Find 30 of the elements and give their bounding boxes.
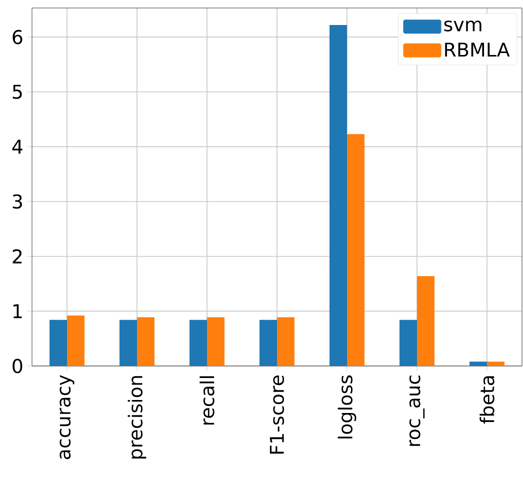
x-tick-label: fbeta	[480, 376, 494, 424]
bar	[137, 317, 155, 366]
bar	[469, 362, 487, 366]
legend-label: svm	[444, 20, 482, 32]
y-tick-label: 2	[12, 249, 22, 264]
x-tick-label: precision	[128, 376, 146, 459]
y-tick-label: 3	[12, 194, 22, 209]
bar	[416, 276, 434, 366]
bar	[277, 317, 294, 366]
bar	[50, 320, 68, 366]
bar	[190, 320, 208, 366]
bar	[260, 320, 277, 366]
bar	[400, 320, 417, 366]
y-tick-label: 6	[12, 30, 22, 44]
y-tick-label: 5	[12, 84, 22, 99]
x-tick-label: accuracy	[60, 375, 74, 460]
bar	[67, 316, 85, 366]
y-tick-label: 4	[12, 140, 22, 154]
x-tick-label: recall	[200, 376, 214, 425]
x-tick-label: F1-score	[270, 376, 284, 454]
bar	[486, 362, 504, 366]
y-tick-label: 0	[12, 358, 22, 374]
y-tick-label: 1	[13, 304, 22, 318]
bar	[120, 320, 137, 366]
bar	[347, 134, 364, 366]
bar	[207, 317, 224, 366]
x-tick-label: logloss	[338, 375, 356, 438]
bar	[330, 24, 347, 366]
legend-label: RBMLA	[445, 42, 510, 57]
x-tick-label: roc_auc	[409, 376, 425, 446]
